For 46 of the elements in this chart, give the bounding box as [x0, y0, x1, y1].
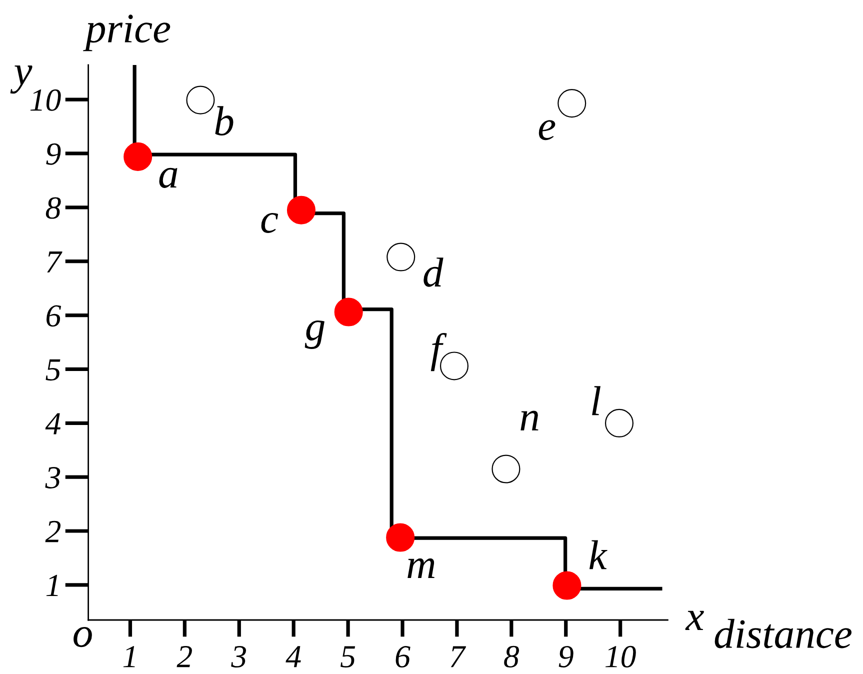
point: [492, 454, 520, 484]
point: [386, 523, 415, 552]
point: [124, 142, 152, 171]
y-tick-label: 6: [46, 305, 62, 327]
y-tick-label: 5: [46, 359, 60, 381]
y-tick-label: 9: [46, 143, 61, 165]
data-label: k: [589, 540, 608, 570]
data-label: l: [592, 386, 600, 416]
y-tick-label: 1: [46, 574, 58, 596]
point: [604, 408, 634, 438]
point: [334, 298, 363, 326]
y-tick-label: 4: [45, 413, 60, 434]
data-label: c: [261, 212, 278, 234]
y-tick-label: 8: [46, 197, 61, 219]
point: [558, 89, 586, 118]
data-label: m: [408, 558, 434, 578]
text: o: [74, 627, 92, 648]
point: [286, 196, 316, 224]
data-label: n: [520, 410, 538, 430]
point: [552, 571, 582, 600]
text: y: [10, 65, 32, 94]
x-tick-label: 9: [558, 646, 574, 668]
data-label: d: [424, 258, 444, 287]
y-tick-label: 2: [45, 520, 61, 542]
x-tick-label: 1: [123, 646, 135, 668]
point: [186, 86, 215, 114]
x-tick-label: 5: [340, 646, 356, 668]
y-tick-label: 3: [45, 467, 60, 488]
x-axis-title: distance: [714, 618, 852, 648]
data-label: b: [215, 106, 234, 136]
data-label: e: [538, 120, 556, 140]
data-label: f: [430, 332, 447, 372]
x-tick-label: 2: [176, 646, 192, 668]
x-tick-label: 7: [450, 646, 466, 668]
data-label: g: [304, 320, 324, 349]
x-tick-label: 10: [605, 646, 636, 668]
y-axis-title: price: [83, 14, 170, 52]
x-tick-label: 3: [231, 646, 246, 668]
y-tick-label: 10: [30, 89, 61, 111]
data-label: a: [159, 168, 178, 188]
x-tick-label: 6: [396, 646, 410, 668]
x-tick-label: 8: [504, 646, 520, 668]
y-tick-label: 7: [47, 251, 62, 272]
point: [386, 242, 416, 272]
x-tick-label: 4: [286, 646, 301, 668]
text: x: [685, 610, 704, 630]
